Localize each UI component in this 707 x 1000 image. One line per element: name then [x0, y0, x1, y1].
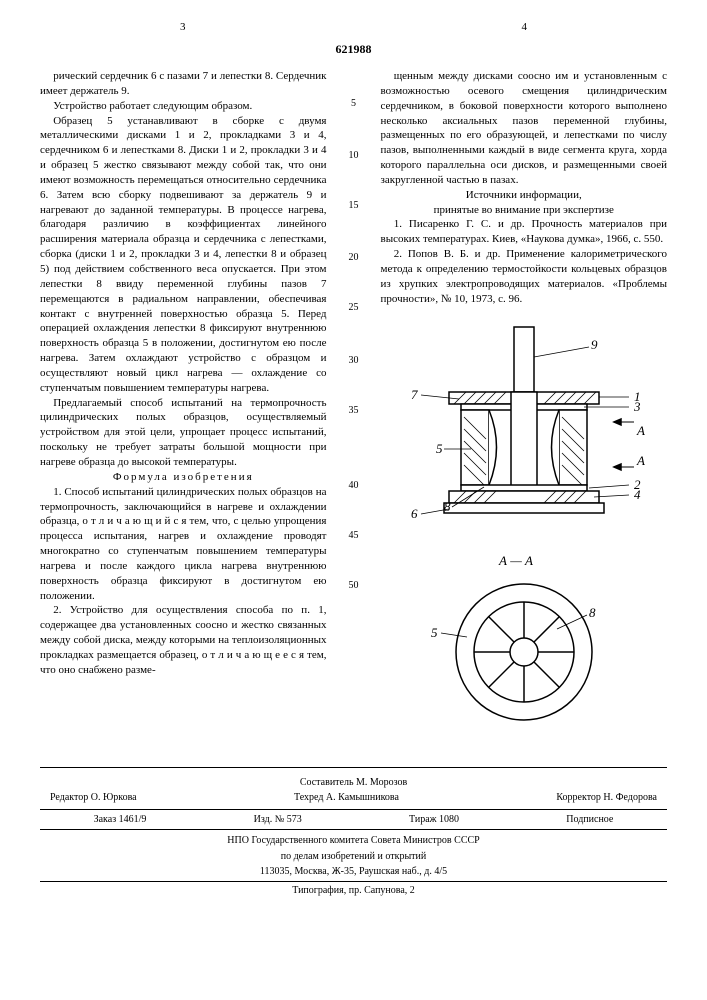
svg-text:7: 7: [411, 387, 418, 402]
body-columns: рический сердечник 6 с пазами 7 и лепест…: [40, 69, 667, 737]
sources-sub: принятые во внимание при экспертизе: [381, 203, 668, 218]
typography: Типография, пр. Сапунова, 2: [40, 884, 667, 898]
line-num: 45: [349, 529, 359, 543]
left-col: рический сердечник 6 с пазами 7 и лепест…: [40, 69, 327, 737]
editor: Редактор О. Юркова: [50, 791, 137, 805]
left-p3: Образец 5 устанавливают в сборке с двумя…: [40, 114, 327, 396]
tirazh: Тираж 1080: [409, 813, 459, 827]
line-num: 20: [349, 251, 359, 265]
page-nums: 3 4: [40, 20, 667, 35]
tech: Техред А. Камышникова: [294, 791, 399, 805]
line-numbers: 5 10 15 20 25 30 35 40 45 50: [345, 69, 363, 629]
svg-text:3: 3: [633, 399, 641, 414]
right-col: щенным между дисками соосно им и установ…: [381, 69, 668, 737]
svg-text:8: 8: [589, 605, 596, 620]
org1: НПО Государственного комитета Совета Мин…: [40, 834, 667, 848]
left-p1: рический сердечник 6 с пазами 7 и лепест…: [40, 69, 327, 99]
order: Заказ 1461/9: [94, 813, 147, 827]
line-num: 35: [349, 404, 359, 418]
patent-number: 621988: [40, 41, 667, 57]
sources-title: Источники информации,: [381, 188, 668, 203]
svg-text:5: 5: [436, 441, 443, 456]
svg-text:А: А: [636, 453, 645, 468]
compiler: Составитель М. Морозов: [40, 776, 667, 790]
svg-text:4: 4: [634, 487, 641, 502]
line-num: 5: [351, 97, 356, 111]
figure-drawing: 1 2 3 4 5 6 7 8 9 А А А — А: [389, 317, 659, 737]
svg-text:8: 8: [444, 499, 451, 514]
right-p3: 2. Попов В. Б. и др. Применение калориме…: [381, 247, 668, 306]
page-left: 3: [180, 20, 186, 35]
left-p6: 2. Устройство для осуществления способа …: [40, 603, 327, 677]
left-p4: Предлагаемый способ испытаний на термопр…: [40, 396, 327, 470]
svg-text:5: 5: [431, 625, 438, 640]
izd: Изд. № 573: [254, 813, 302, 827]
org2: по делам изобретений и открытий: [40, 850, 667, 864]
podpisnoe: Подписное: [566, 813, 613, 827]
line-num: 10: [349, 149, 359, 163]
left-p5: 1. Способ испытаний цилиндрических полых…: [40, 485, 327, 604]
formula-title: Формула изобретения: [40, 470, 327, 485]
line-num: 40: [349, 479, 359, 493]
corrector: Корректор Н. Федорова: [556, 791, 657, 805]
line-num: 25: [349, 301, 359, 315]
figure-block: 1 2 3 4 5 6 7 8 9 А А А — А: [381, 317, 668, 737]
line-num: 30: [349, 354, 359, 368]
svg-text:6: 6: [411, 506, 418, 521]
svg-text:9: 9: [591, 337, 598, 352]
page-right: 4: [522, 20, 528, 35]
right-p1: щенным между дисками соосно им и установ…: [381, 69, 668, 188]
footer: Составитель М. Морозов Редактор О. Юрков…: [40, 767, 667, 898]
svg-text:А: А: [636, 423, 645, 438]
svg-text:А — А: А — А: [498, 553, 533, 568]
line-num: 15: [349, 199, 359, 213]
line-num: 50: [349, 579, 359, 593]
right-p2: 1. Писаренко Г. С. и др. Прочность матер…: [381, 217, 668, 247]
address: 113035, Москва, Ж-35, Раушская наб., д. …: [40, 865, 667, 879]
left-p2: Устройство работает следующим образом.: [40, 99, 327, 114]
